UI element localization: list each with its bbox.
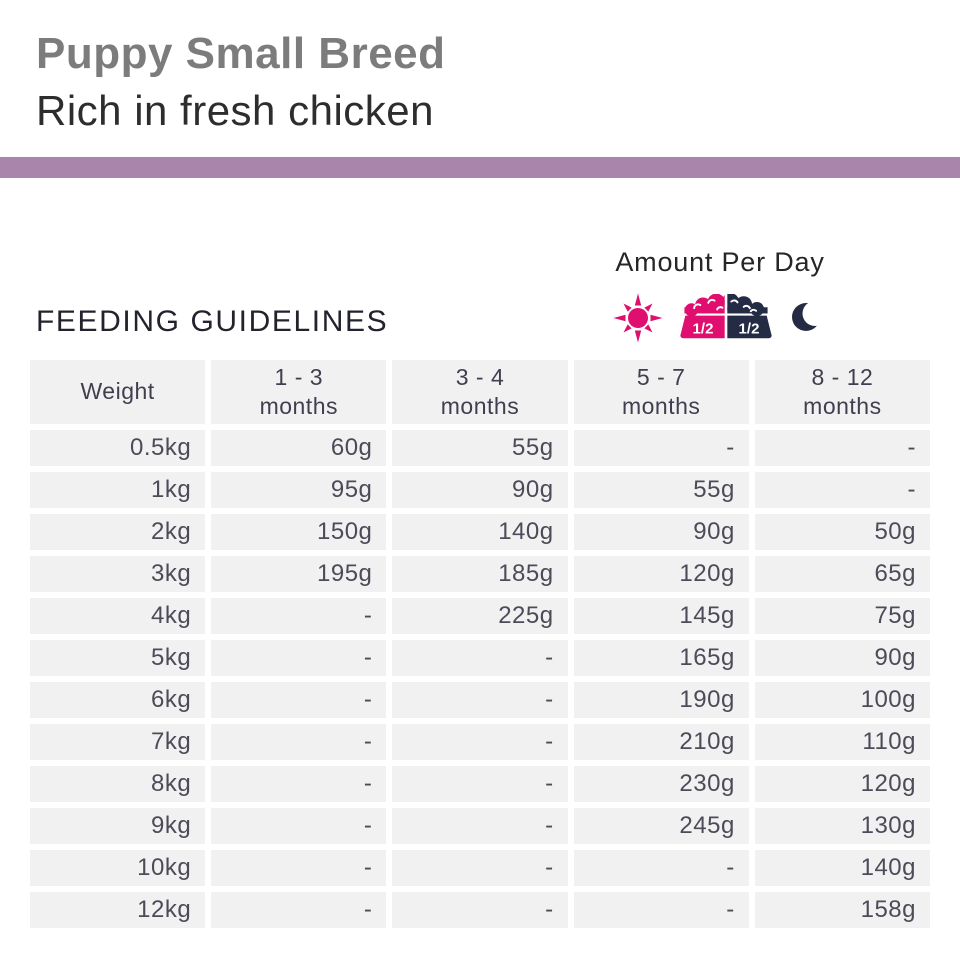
amount-cell: 140g [392, 514, 568, 550]
column-header: Weight [30, 360, 206, 424]
evening-portion-label: 1/2 [739, 320, 760, 337]
amount-cell: - [573, 892, 749, 928]
amount-cell: 90g [573, 514, 749, 550]
amount-cell: 165g [573, 640, 749, 676]
amount-cell: - [573, 430, 749, 466]
amount-cell: - [754, 472, 930, 508]
weight-cell: 6kg [30, 682, 206, 718]
amount-cell: 245g [573, 808, 749, 844]
amount-cell: - [211, 808, 387, 844]
column-header-line: months [803, 393, 882, 419]
amount-cell: 120g [573, 556, 749, 592]
weight-cell: 4kg [30, 598, 206, 634]
amount-per-day-label: Amount Per Day [615, 247, 825, 277]
column-header-line: Weight [80, 378, 155, 405]
amount-cell: - [392, 724, 568, 760]
amount-cell: 158g [754, 892, 930, 928]
food-bowl-icon: 1/2 1/2 [680, 294, 772, 339]
amount-cell: - [392, 892, 568, 928]
amount-cell: 55g [392, 430, 568, 466]
amount-cell: 150g [211, 514, 387, 550]
amount-cell: 75g [754, 598, 930, 634]
amount-cell: 65g [754, 556, 930, 592]
weight-cell: 10kg [30, 850, 206, 886]
amount-cell: - [392, 808, 568, 844]
amount-cell: 55g [573, 472, 749, 508]
accent-divider-bar [0, 157, 960, 178]
amount-cell: 50g [754, 514, 930, 550]
amount-cell: - [211, 640, 387, 676]
weight-cell: 7kg [30, 724, 206, 760]
column-header-line: months [621, 393, 701, 419]
column-header-line: months [259, 393, 338, 419]
column-header-line: 8 - 12 [811, 363, 874, 390]
column-header-line: 1 - 3 [274, 363, 324, 390]
amount-per-day-icons: 1/2 1/2 [610, 288, 830, 348]
amount-cell: - [211, 724, 387, 760]
amount-cell: 90g [392, 472, 568, 508]
column-header-line: 3 - 4 [455, 363, 505, 390]
weight-cell: 3kg [30, 556, 206, 592]
amount-cell: - [754, 430, 930, 466]
amount-cell: 140g [754, 850, 930, 886]
weight-cell: 9kg [30, 808, 206, 844]
amount-cell: 95g [211, 472, 387, 508]
feeding-guidelines-heading: FEEDING GUIDELINES [36, 305, 389, 338]
kibble-texture-marks [693, 298, 758, 313]
amount-cell: 185g [392, 556, 568, 592]
amount-cell: - [211, 598, 387, 634]
amount-cell: 120g [754, 766, 930, 802]
weight-cell: 5kg [30, 640, 206, 676]
amount-cell: - [392, 682, 568, 718]
amount-cell: 145g [573, 598, 749, 634]
amount-cell: - [211, 892, 387, 928]
weight-cell: 2kg [30, 514, 206, 550]
amount-cell: - [392, 766, 568, 802]
weight-cell: 1kg [30, 472, 206, 508]
amount-cell: - [573, 850, 749, 886]
amount-cell: - [211, 682, 387, 718]
amount-cell: - [392, 850, 568, 886]
column-header: 5 - 7 months [573, 360, 749, 424]
column-header-line: months [440, 393, 520, 419]
morning-portion-label: 1/2 [693, 320, 714, 337]
amount-cell: - [211, 850, 387, 886]
weight-cell: 8kg [30, 766, 206, 802]
weight-cell: 0.5kg [30, 430, 206, 466]
product-subtitle: Rich in fresh chicken [36, 87, 434, 134]
amount-cell: 100g [754, 682, 930, 718]
amount-cell: 230g [573, 766, 749, 802]
column-header: 1 - 3 months [211, 360, 387, 424]
amount-cell: 130g [754, 808, 930, 844]
amount-cell: 225g [392, 598, 568, 634]
moon-icon [792, 301, 822, 331]
column-header: 8 - 12 months [754, 360, 930, 424]
amount-cell: 210g [573, 724, 749, 760]
feeding-guidelines-table: Weight 1 - 3 months 3 - 4 months 5 - 7 months 8… [30, 360, 930, 928]
amount-cell: 60g [211, 430, 387, 466]
sun-icon [613, 293, 663, 343]
amount-cell: 110g [754, 724, 930, 760]
column-header-line: 5 - 7 [636, 363, 686, 390]
amount-cell: - [392, 640, 568, 676]
amount-cell: - [211, 766, 387, 802]
amount-cell: 90g [754, 640, 930, 676]
column-header: 3 - 4 months [392, 360, 568, 424]
amount-cell: 195g [211, 556, 387, 592]
weight-cell: 12kg [30, 892, 206, 928]
amount-cell: 190g [573, 682, 749, 718]
product-title: Puppy Small Breed [36, 29, 446, 78]
